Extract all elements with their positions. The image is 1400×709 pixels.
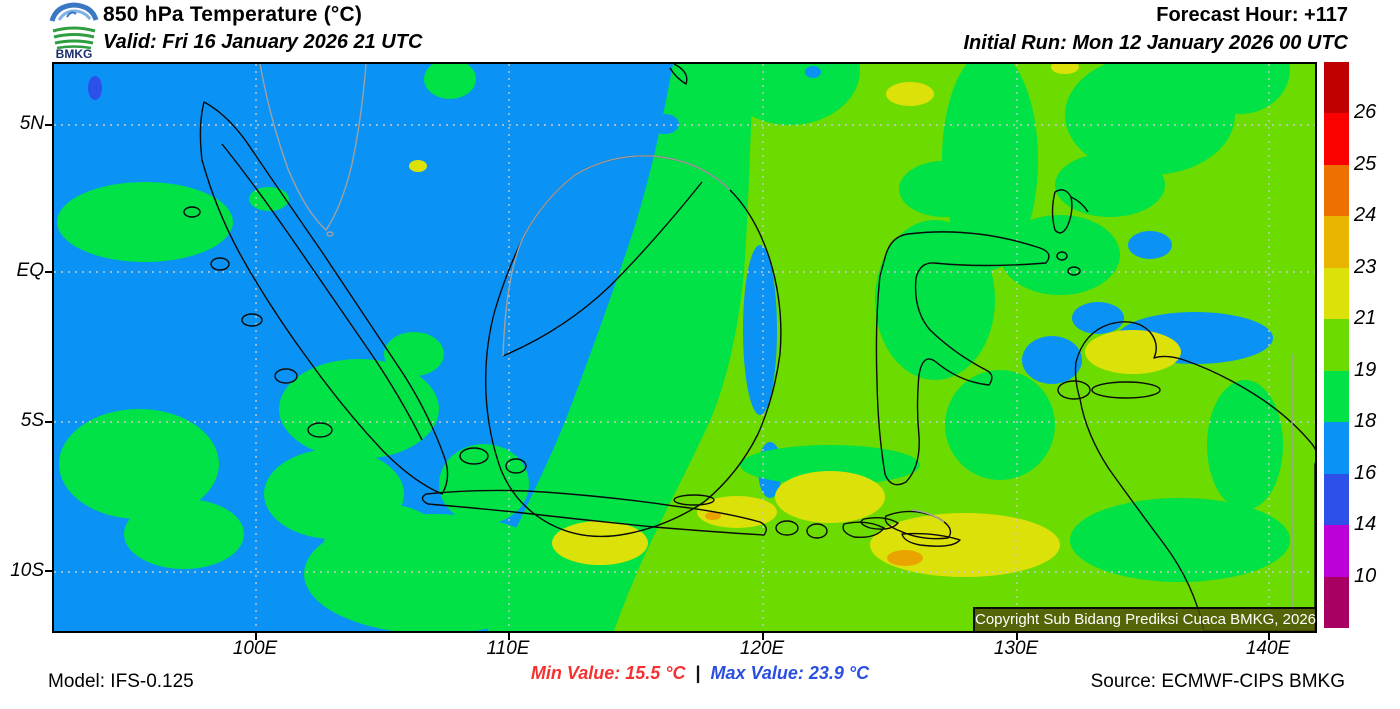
colorbar-segment xyxy=(1324,62,1349,114)
colorbar-segment xyxy=(1324,319,1349,371)
lat-label-eq: EQ xyxy=(16,260,44,281)
lon-label-130e: 130E xyxy=(993,638,1039,659)
lat-tick xyxy=(45,124,52,126)
lon-tick xyxy=(762,633,764,640)
lon-tick xyxy=(1268,633,1270,640)
colorbar-segment xyxy=(1324,216,1349,268)
colorbar-label: 23 xyxy=(1354,255,1377,278)
lon-label-140e: 140E xyxy=(1245,638,1291,659)
colorbar-segment xyxy=(1324,576,1349,628)
orange-patches-23-24 xyxy=(705,512,923,566)
lon-tick xyxy=(1016,633,1018,640)
yellow-patches-21-23 xyxy=(409,64,1181,577)
lat-tick xyxy=(45,421,52,423)
lon-tick xyxy=(508,633,510,640)
colorbar-segment xyxy=(1324,164,1349,217)
lat-tick xyxy=(45,271,52,273)
colorbar-label: 25 xyxy=(1354,152,1377,175)
colorbar-label: 21 xyxy=(1354,307,1377,330)
lat-label-10s: 10S xyxy=(10,560,44,581)
graticule xyxy=(54,64,1315,631)
bmkg-logo-text: BMKG xyxy=(56,47,93,59)
colorbar-segment xyxy=(1324,422,1349,474)
colorbar-segment xyxy=(1324,473,1349,526)
colorbar xyxy=(1324,62,1349,628)
colorbar-label: 19 xyxy=(1354,358,1377,381)
colorbar-segment xyxy=(1324,525,1349,577)
colorbar-label: 18 xyxy=(1354,410,1377,433)
lon-label-100e: 100E xyxy=(232,638,278,659)
forecast-hour-label: Forecast Hour: +117 xyxy=(1156,4,1348,26)
minmax-values: Min Value: 15.5 °C | Max Value: 23.9 °C xyxy=(531,663,869,684)
lon-label-110e: 110E xyxy=(486,638,530,659)
lat-label-5s: 5S xyxy=(20,410,44,431)
coastlines-foreign xyxy=(259,64,1293,631)
green-patches-east xyxy=(720,64,1290,582)
copyright-watermark: Copyright Sub Bidang Prediksi Cuaca BMKG… xyxy=(973,607,1316,631)
lon-label-120e: 120E xyxy=(739,638,785,659)
valid-time-label: Valid: Fri 16 January 2026 21 UTC xyxy=(103,31,423,53)
colorbar-label: 26 xyxy=(1354,101,1377,124)
colorbar-label: 16 xyxy=(1354,461,1377,484)
colorbar-segment xyxy=(1324,113,1349,165)
bmkg-logo: BMKG xyxy=(49,2,99,59)
colorbar-label: 10 xyxy=(1354,564,1377,587)
colorbar-segment xyxy=(1324,267,1349,320)
max-value-label: Max Value: 23.9 °C xyxy=(710,663,870,683)
temperature-map: Copyright Sub Bidang Prediksi Cuaca BMKG… xyxy=(52,62,1317,633)
colorbar-label: 24 xyxy=(1354,204,1377,227)
lon-tick xyxy=(255,633,257,640)
model-label: Model: IFS-0.125 xyxy=(48,671,194,692)
lat-label-5n: 5N xyxy=(19,113,44,134)
initial-run-label: Initial Run: Mon 12 January 2026 00 UTC xyxy=(963,32,1348,54)
colorbar-labels: 26 25 24 23 21 19 18 16 14 10 xyxy=(1354,62,1400,628)
min-value-label: Min Value: 15.5 °C xyxy=(530,663,686,683)
source-label: Source: ECMWF-CIPS BMKG xyxy=(1090,671,1345,692)
page-title: 850 hPa Temperature (°C) xyxy=(103,3,363,26)
colorbar-label: 14 xyxy=(1354,513,1377,536)
minmax-separator: | xyxy=(695,663,701,683)
colorbar-segment xyxy=(1324,370,1349,423)
fill-royalblue-14-16 xyxy=(88,76,102,100)
temperature-contour-field xyxy=(54,64,1315,631)
lat-tick xyxy=(45,570,52,572)
